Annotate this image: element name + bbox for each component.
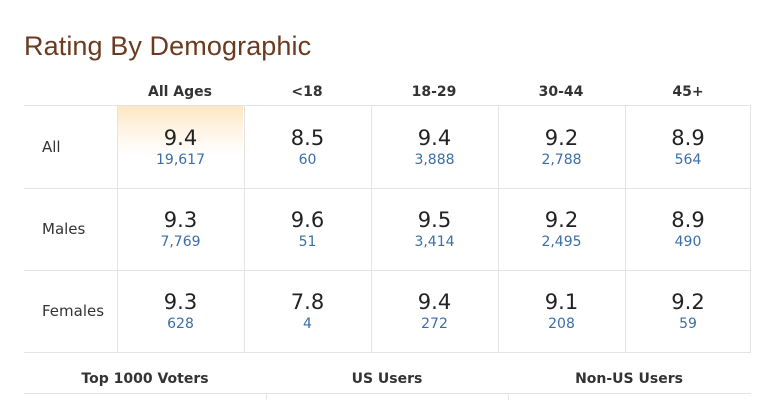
rating-value: 8.9 <box>671 208 705 232</box>
footer-non-us-users[interactable]: Non-US Users <box>575 371 683 387</box>
rating-cell[interactable]: 9.5 3,414 <box>371 188 497 270</box>
vote-count-link[interactable]: 272 <box>421 316 448 332</box>
footer-divider <box>24 393 751 394</box>
rating-cell[interactable]: 9.2 2,788 <box>498 106 624 188</box>
vote-count-link[interactable]: 564 <box>674 152 702 168</box>
vote-count-link[interactable]: 628 <box>167 316 194 332</box>
rating-value: 9.2 <box>544 126 579 150</box>
column-header-under-18[interactable]: <18 <box>291 84 323 100</box>
footer-separator <box>508 393 509 400</box>
table-header-row: All Ages <18 18-29 30-44 45+ <box>24 76 751 106</box>
column-header-45-plus[interactable]: 45+ <box>672 84 704 100</box>
rating-cell[interactable]: 9.2 2,495 <box>498 188 624 270</box>
rating-cell[interactable]: 9.1 208 <box>498 270 624 352</box>
table-row: Males 9.3 7,769 9.6 51 9.5 3,414 9.2 2,4… <box>24 188 751 271</box>
rating-value: 8.9 <box>671 126 705 150</box>
vote-count-link[interactable]: 51 <box>298 234 317 250</box>
rating-cell[interactable]: 9.4 272 <box>371 270 497 352</box>
rating-value: 9.3 <box>163 208 198 232</box>
vote-count-link[interactable]: 2,788 <box>541 152 582 168</box>
rating-cell[interactable]: 9.6 51 <box>244 188 370 270</box>
rating-cell[interactable]: 9.4 19,617 <box>117 106 243 188</box>
footer-row: Top 1000 Voters US Users Non-US Users <box>24 353 751 400</box>
column-header-18-29[interactable]: 18-29 <box>411 84 457 100</box>
rating-value: 9.1 <box>544 290 579 314</box>
vote-count-link[interactable]: 490 <box>674 234 702 250</box>
rating-cell[interactable]: 8.5 60 <box>244 106 370 188</box>
vote-count-link[interactable]: 2,495 <box>541 234 582 250</box>
rating-value: 9.2 <box>671 290 705 314</box>
rating-cell[interactable]: 9.3 628 <box>117 270 243 352</box>
rating-value: 9.4 <box>417 126 452 150</box>
vote-count-link[interactable]: 208 <box>548 316 575 332</box>
rating-value: 9.5 <box>417 208 452 232</box>
page-title: Rating By Demographic <box>24 31 312 61</box>
footer-top-1000-voters[interactable]: Top 1000 Voters <box>81 371 209 387</box>
rating-value: 9.4 <box>417 290 452 314</box>
rating-value: 9.3 <box>163 290 198 314</box>
rating-value: 9.2 <box>544 208 579 232</box>
rating-value: 8.5 <box>290 126 325 150</box>
vote-count-link[interactable]: 7,769 <box>160 234 201 250</box>
vote-count-link[interactable]: 3,414 <box>414 234 455 250</box>
vote-count-link[interactable]: 59 <box>679 316 697 332</box>
footer-separator <box>266 393 267 400</box>
rating-cell[interactable]: 8.9 564 <box>625 106 751 188</box>
column-header-30-44[interactable]: 30-44 <box>538 84 584 100</box>
table-row: Females 9.3 628 7.8 4 9.4 272 9.1 208 9.… <box>24 270 751 353</box>
row-label-all: All <box>42 138 61 156</box>
rating-value: 7.8 <box>290 290 325 314</box>
rating-value: 9.4 <box>163 126 198 150</box>
vote-count-link[interactable]: 4 <box>303 316 312 332</box>
rating-value: 9.6 <box>290 208 325 232</box>
vote-count-link[interactable]: 19,617 <box>156 152 205 168</box>
table-row: All 9.4 19,617 8.5 60 9.4 3,888 9.2 2,78… <box>24 106 751 189</box>
row-label-males: Males <box>42 220 86 238</box>
rating-cell[interactable]: 8.9 490 <box>625 188 751 270</box>
rating-cell[interactable]: 9.4 3,888 <box>371 106 497 188</box>
rating-cell[interactable]: 7.8 4 <box>244 270 370 352</box>
vote-count-link[interactable]: 3,888 <box>414 152 455 168</box>
footer-us-users[interactable]: US Users <box>351 371 423 387</box>
rating-cell[interactable]: 9.2 59 <box>625 270 751 352</box>
column-header-all-ages[interactable]: All Ages <box>148 84 212 100</box>
row-label-females: Females <box>42 302 105 320</box>
rating-cell[interactable]: 9.3 7,769 <box>117 188 243 270</box>
vote-count-link[interactable]: 60 <box>298 152 317 168</box>
